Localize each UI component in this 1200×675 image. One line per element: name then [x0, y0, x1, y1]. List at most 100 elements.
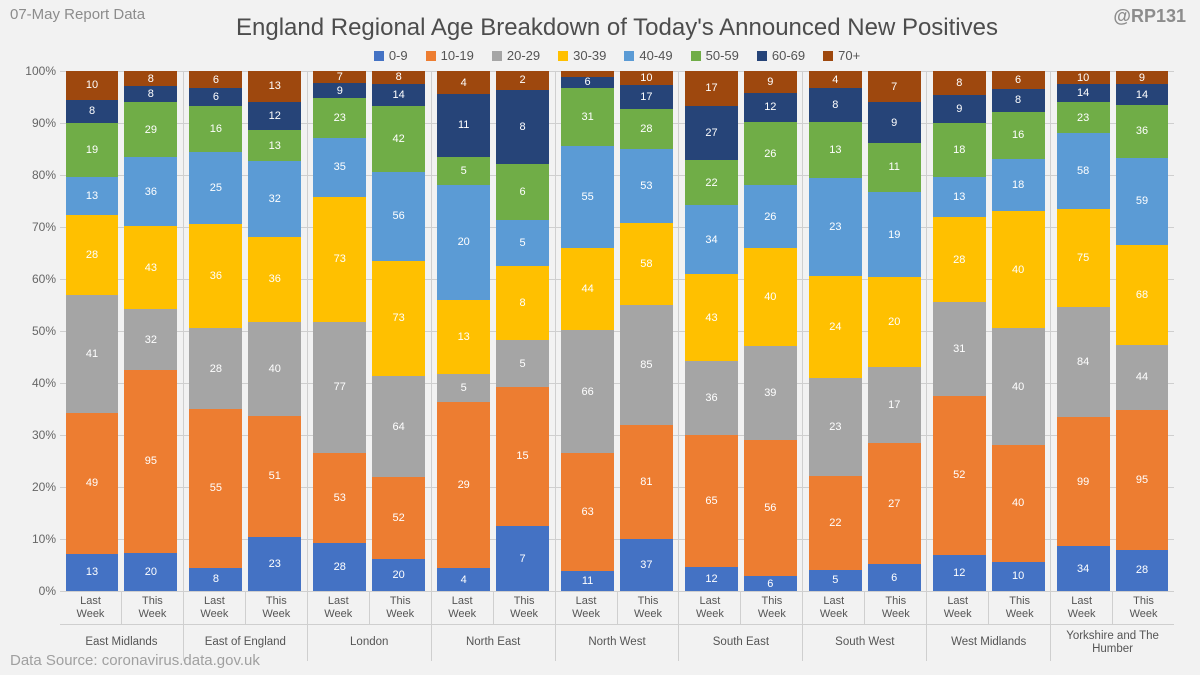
bar-segment: 43 [124, 226, 177, 309]
bar-segment: 12 [248, 102, 301, 130]
bar-segment: 23 [248, 537, 301, 591]
y-tick-label: 80% [12, 168, 56, 182]
bar-segment: 85 [620, 305, 673, 425]
bar-segment: 28 [620, 109, 673, 148]
bar-segment: 8 [372, 71, 425, 84]
bar-segment: 8 [124, 71, 177, 86]
bar-segment: 5 [437, 157, 490, 186]
bar-segment: 6 [992, 71, 1045, 89]
bar-segment: 2 [496, 71, 549, 90]
bar-segment: 8 [992, 89, 1045, 112]
x-axis-group: LastWeekThisWeekLondon [308, 592, 432, 661]
y-tick-label: 100% [12, 64, 56, 78]
bar-segment: 13 [933, 177, 986, 217]
bar-segment: 24 [809, 276, 862, 378]
bar-segment: 75 [1057, 209, 1110, 307]
bar-segment: 13 [437, 300, 490, 374]
legend-swatch [624, 51, 634, 61]
bar-column: 20953243362988 [124, 71, 177, 591]
bar-segment: 14 [1057, 84, 1110, 102]
bar-segment: 28 [189, 328, 242, 409]
legend-swatch [426, 51, 436, 61]
x-week-label: ThisWeek [370, 592, 431, 624]
bar-segment: 13 [66, 554, 119, 591]
bar-segment: 8 [189, 568, 242, 591]
bar-segment: 5 [437, 374, 490, 403]
bar-segment: 27 [685, 106, 738, 161]
bar-segment: 9 [1116, 71, 1169, 84]
bar-segment: 8 [124, 86, 177, 101]
legend-swatch [691, 51, 701, 61]
gridline [60, 591, 1174, 592]
bar-segment: 32 [248, 161, 301, 237]
bar-segment: 9 [933, 95, 986, 122]
bar-segment: 20 [437, 185, 490, 299]
bar-segment: 20 [124, 553, 177, 591]
bar-segment: 40 [992, 328, 1045, 445]
bar-segment: 28 [1116, 550, 1169, 591]
bar-segment: 13 [809, 122, 862, 177]
x-week-label: LastWeek [803, 592, 865, 624]
bar-segment: 6 [744, 576, 797, 591]
bar-segment: 5 [809, 570, 862, 591]
bar-column: 5222324231384 [809, 71, 862, 591]
region-group: 1252312813189810404040181686 [927, 71, 1051, 591]
region-group: 28537773352397205264735642148 [308, 71, 432, 591]
bar-segment: 17 [868, 367, 921, 443]
bar-segment: 49 [66, 413, 119, 554]
bar-segment: 42 [372, 106, 425, 172]
bar-segment: 36 [685, 361, 738, 434]
legend-item: 30-39 [558, 48, 606, 63]
legend-label: 0-9 [389, 48, 408, 63]
plot-area: 0%10%20%30%40%50%60%70%80%90%100% 134941… [60, 71, 1174, 591]
bars-area: 1349412813198102095324336298885528362516… [60, 71, 1174, 591]
bar-segment: 20 [372, 559, 425, 591]
bar-segment: 8 [496, 266, 549, 340]
bar-segment: 10 [620, 71, 673, 85]
legend-item: 50-59 [691, 48, 739, 63]
bar-segment: 77 [313, 322, 366, 453]
region-group: 126536433422271765639402626129 [679, 71, 803, 591]
legend-item: 40-49 [624, 48, 672, 63]
bar-segment: 11 [561, 571, 614, 592]
x-week-row: LastWeekThisWeek [927, 592, 1050, 625]
x-week-label: ThisWeek [989, 592, 1050, 624]
bar-segment: 27 [868, 443, 921, 564]
legend-swatch [823, 51, 833, 61]
bar-segment: 7 [313, 71, 366, 83]
bar-segment: 6 [868, 564, 921, 591]
bar-column: 3781855853281710 [620, 71, 673, 591]
bar-column: 6271720191197 [868, 71, 921, 591]
bar-segment: 8 [496, 90, 549, 164]
x-region-label: North East [432, 625, 555, 661]
x-region-label: Yorkshire and The Humber [1051, 625, 1174, 661]
x-week-label: LastWeek [308, 592, 370, 624]
bar-segment: 36 [124, 157, 177, 226]
bar-segment: 31 [561, 88, 614, 146]
data-source-label: Data Source: coronavirus.data.gov.uk [10, 652, 260, 669]
bar-segment: 8 [809, 88, 862, 122]
legend-label: 30-39 [573, 48, 606, 63]
bar-segment: 11 [868, 143, 921, 192]
region-group: 11636644553163781855853281710 [556, 71, 680, 591]
bar-segment: 23 [809, 178, 862, 276]
bar-segment: 7 [868, 71, 921, 102]
bar-segment: 10 [66, 71, 119, 100]
bar-segment: 12 [744, 93, 797, 122]
bar-segment: 34 [1057, 546, 1110, 591]
x-week-label: ThisWeek [122, 592, 183, 624]
x-axis-group: LastWeekThisWeekNorth West [556, 592, 680, 661]
bar-segment: 6 [496, 164, 549, 220]
legend-label: 70+ [838, 48, 860, 63]
bar-segment: 26 [744, 122, 797, 185]
bar-segment: 5 [496, 340, 549, 386]
bar-segment: 56 [372, 172, 425, 261]
bar-segment: 28 [313, 543, 366, 591]
bar-segment: 23 [313, 98, 366, 137]
region-group: 13494128131981020953243362988 [60, 71, 184, 591]
bar-segment: 58 [1057, 133, 1110, 209]
x-week-row: LastWeekThisWeek [803, 592, 926, 625]
x-week-row: LastWeekThisWeek [556, 592, 679, 625]
x-week-label: LastWeek [927, 592, 989, 624]
x-axis-group: LastWeekThisWeekWest Midlands [927, 592, 1051, 661]
